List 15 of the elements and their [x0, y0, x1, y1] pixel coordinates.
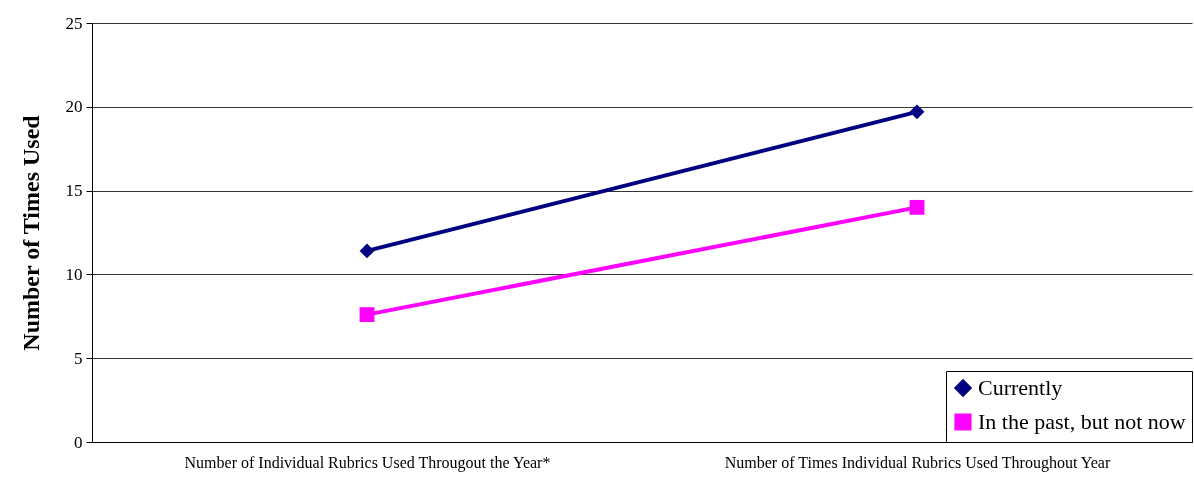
y-tick-label: 10 — [65, 264, 83, 284]
point — [909, 104, 925, 120]
y-axis-title: Number of Times Used — [17, 114, 44, 351]
y-tick-label: 15 — [65, 181, 83, 201]
point — [359, 307, 375, 323]
legend-label: Currently — [978, 375, 1063, 400]
legend-label: In the past, but not now — [978, 409, 1186, 434]
point — [909, 199, 925, 215]
y-tick-label: 0 — [74, 432, 83, 452]
y-tick-label: 5 — [74, 348, 83, 368]
x-tick-label: Number of Individual Rubrics Used Througout the Year* — [184, 453, 551, 472]
x-tick-label: Number of Times Individual Rubrics Used Throughout Year — [724, 453, 1111, 472]
y-tick-label: 25 — [65, 13, 83, 33]
y-tick-label: 20 — [65, 97, 83, 117]
point — [359, 243, 375, 259]
